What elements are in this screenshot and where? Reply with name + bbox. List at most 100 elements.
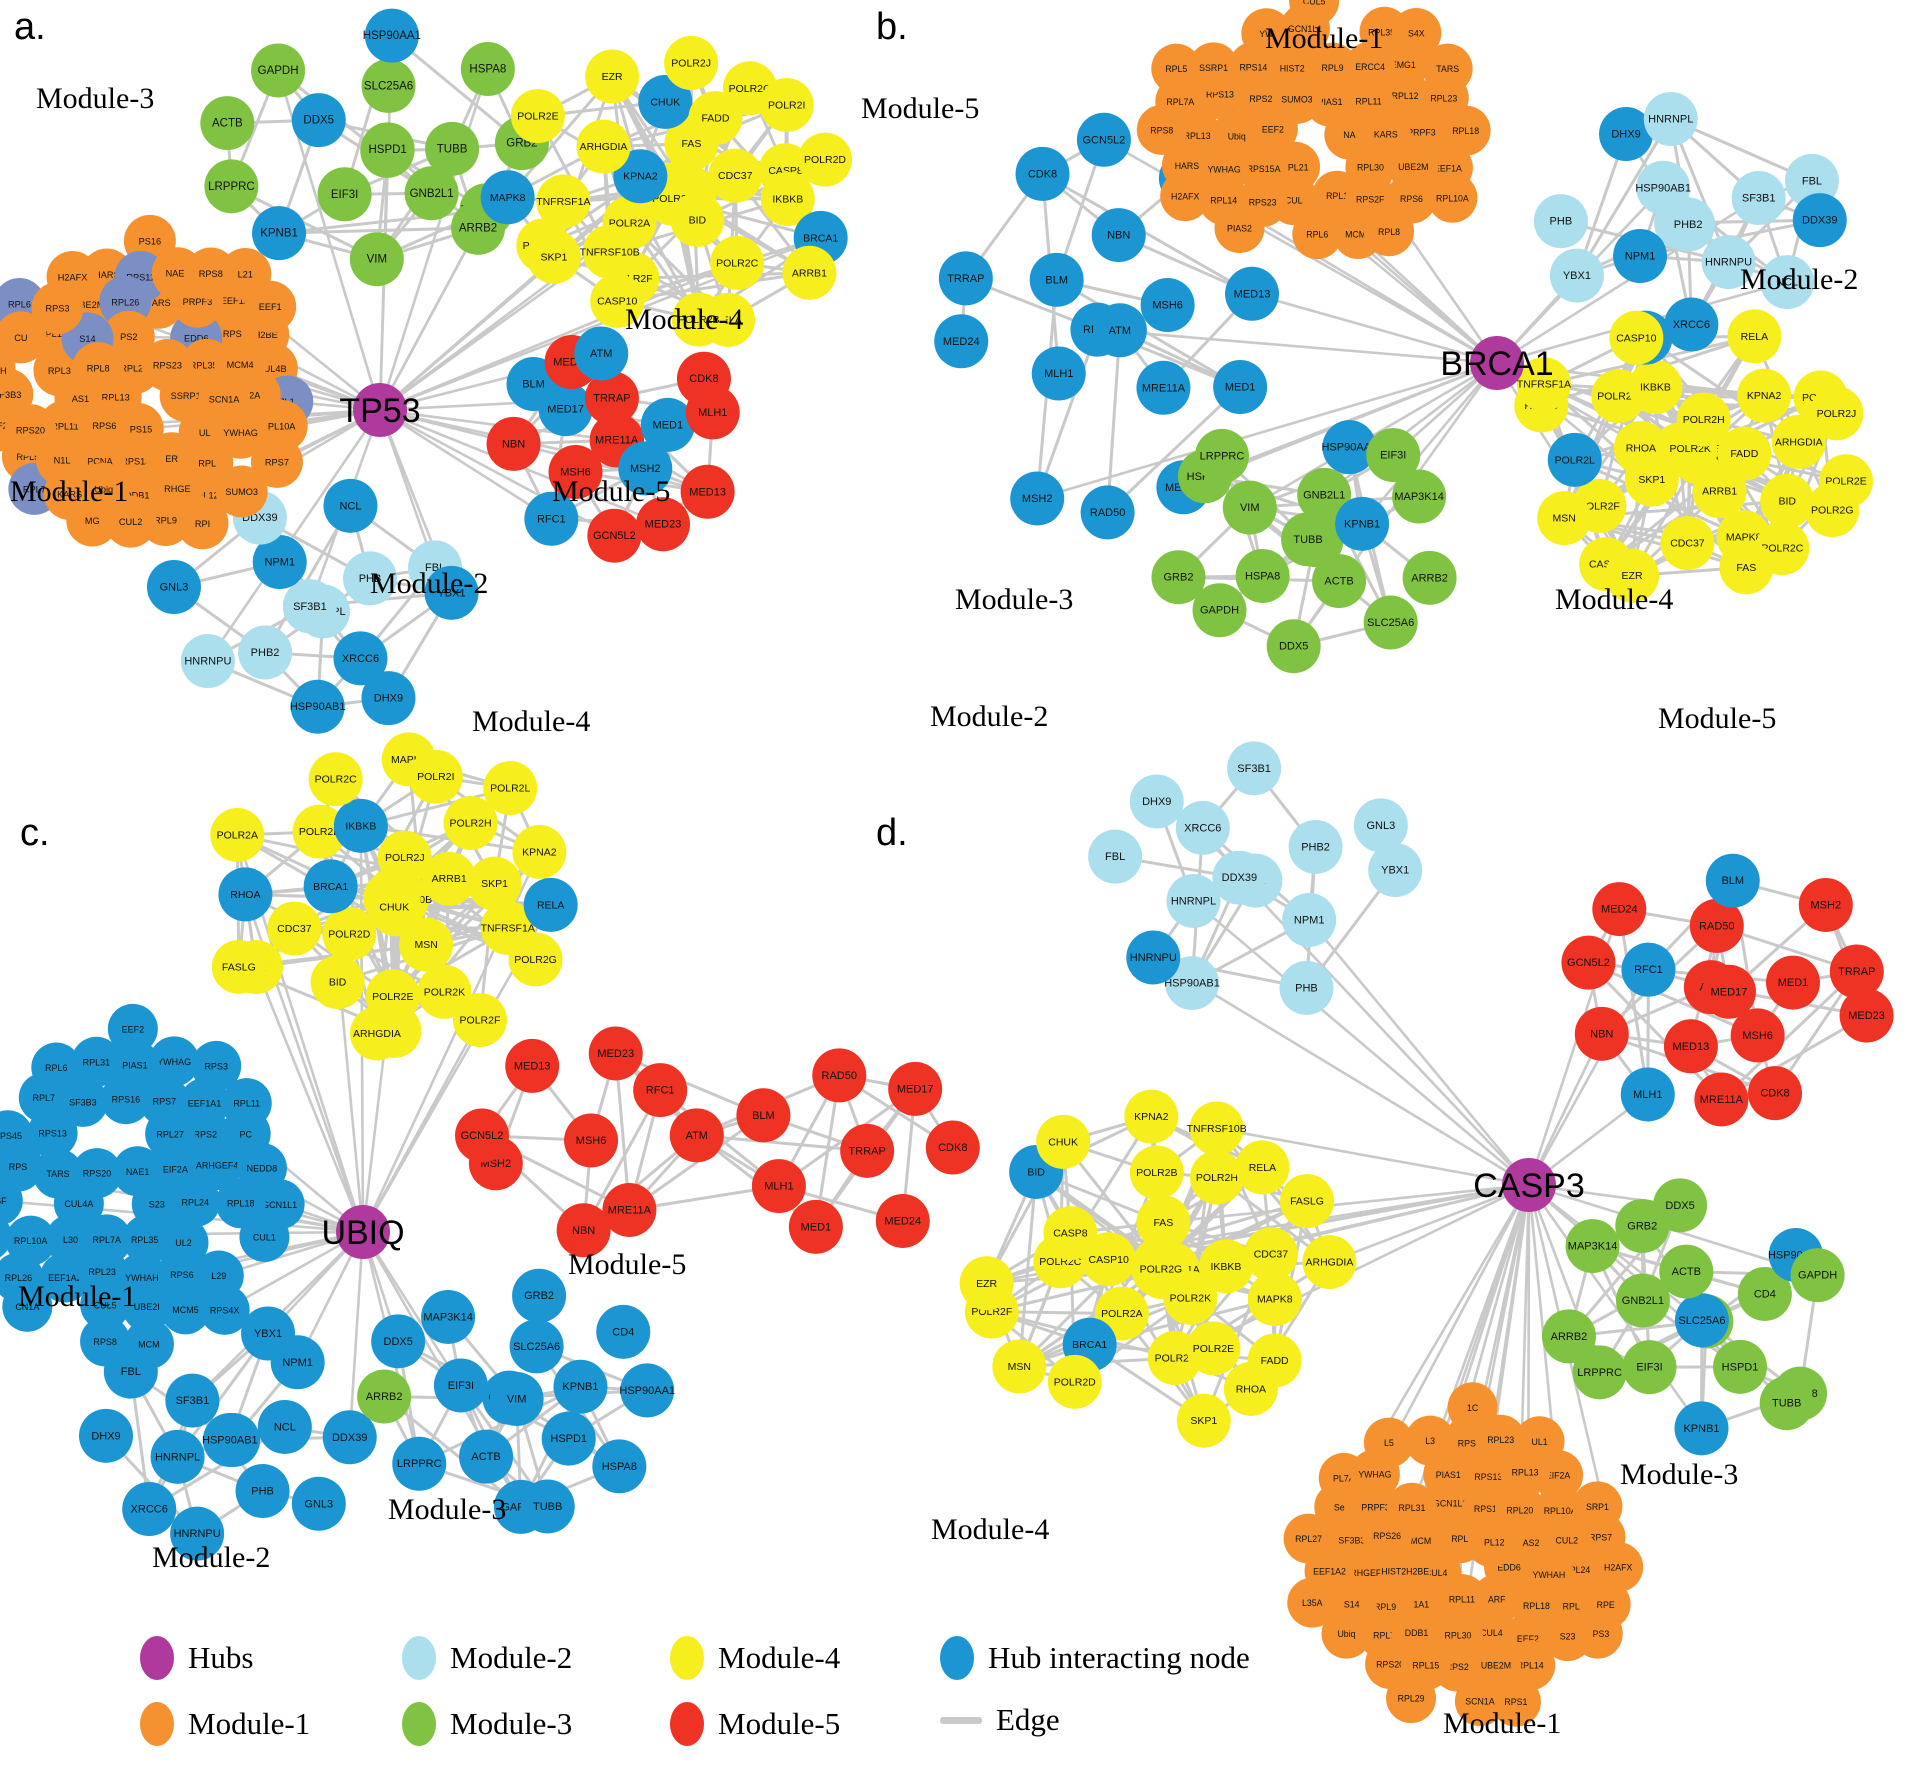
node-a-module2-ncl[interactable]: NCL [323, 478, 378, 533]
node-c-module4-rela[interactable]: RELA [523, 877, 578, 932]
node-d-module1-rpl18[interactable]: RPL18 [1511, 1580, 1562, 1631]
node-d-module1-rpl[interactable]: RPL [1434, 1513, 1485, 1564]
node-d-module4-chuk[interactable]: CHUK [1036, 1114, 1091, 1169]
node-c-module4-polr2c[interactable]: POLR2C [308, 752, 363, 807]
node-b-module5-trrap[interactable]: TRRAP [938, 251, 993, 306]
node-d-module4-faslg[interactable]: FASLG [1280, 1174, 1335, 1229]
node-a-module3-eif3i[interactable]: EIF3I [317, 167, 372, 222]
node-a-module2-dhx9[interactable]: DHX9 [361, 671, 416, 726]
node-c-module3-grb2[interactable]: GRB2 [512, 1268, 567, 1323]
node-c-module4-arhgdia[interactable]: ARHGDIA [349, 1006, 404, 1061]
node-b-module4-bid[interactable]: BID [1760, 473, 1815, 528]
node-a-module4-polr2d[interactable]: POLR2D [798, 132, 853, 187]
node-d-module4-polr2b[interactable]: POLR2B [1129, 1145, 1184, 1200]
node-b-module3-grb2[interactable]: GRB2 [1151, 550, 1206, 605]
node-a-module5-med13[interactable]: MED13 [680, 464, 735, 519]
node-c-module4-ikbkb[interactable]: IKBKB [333, 798, 388, 853]
node-b-module1-s4x[interactable]: S4X [1391, 7, 1442, 58]
node-d-module5-msh2[interactable]: MSH2 [1798, 877, 1853, 932]
node-b-module4-fas[interactable]: FAS [1719, 540, 1774, 595]
node-b-module4-rela[interactable]: RELA [1727, 309, 1782, 364]
node-d-module2-hnrnpl[interactable]: HNRNPL [1166, 873, 1221, 928]
node-d-module1-rpl13[interactable]: RPL13 [1500, 1446, 1551, 1497]
node-d-module3-gapdh[interactable]: GAPDH [1790, 1248, 1845, 1303]
node-c-module1-pc[interactable]: PC [220, 1108, 271, 1159]
node-a-module1-scn1a[interactable]: SCN1A [198, 372, 251, 425]
node-a-module3-hspd1[interactable]: HSPD1 [360, 122, 415, 177]
node-d-module4-polr2d[interactable]: POLR2D [1047, 1354, 1102, 1409]
node-b-module1-ssrp1[interactable]: SSRP1 [1188, 42, 1239, 93]
node-b-module5-mre11a[interactable]: MRE11A [1136, 360, 1191, 415]
node-a-module2-sf3b1[interactable]: SF3B1 [282, 579, 337, 634]
node-a-module4-skp1[interactable]: SKP1 [526, 229, 581, 284]
node-c-module5-blm[interactable]: BLM [736, 1088, 791, 1143]
node-b-module2-sf3b1[interactable]: SF3B1 [1731, 171, 1786, 226]
node-d-module4-rhoa[interactable]: RHOA [1223, 1361, 1278, 1416]
node-b-module5-msh2[interactable]: MSH2 [1010, 471, 1065, 526]
node-d-module3-hspd1[interactable]: HSPD1 [1713, 1339, 1768, 1394]
node-b-module4-ikbkb[interactable]: IKBKB [1628, 360, 1683, 415]
node-a-module4-bid[interactable]: BID [670, 192, 725, 247]
node-c-module4-polr2a[interactable]: POLR2A [210, 808, 265, 863]
node-a-module3-vim[interactable]: VIM [349, 232, 404, 287]
node-b-module5-gcn5l2[interactable]: GCN5L2 [1076, 112, 1131, 167]
node-c-module5-med24[interactable]: MED24 [875, 1193, 930, 1248]
node-b-module4-polr2g[interactable]: POLR2G [1805, 483, 1860, 538]
node-b-module5-med24[interactable]: MED24 [934, 314, 989, 369]
node-b-module3-hspa8[interactable]: HSPA8 [1235, 548, 1290, 603]
node-a-module1-rpl[interactable]: RPL [181, 436, 234, 489]
node-a-module5-gcn5l2[interactable]: GCN5L2 [587, 508, 642, 563]
node-a-module3-tubb[interactable]: TUBB [425, 121, 480, 176]
node-b-module5-mlh1[interactable]: MLH1 [1031, 346, 1086, 401]
node-c-module1-l29[interactable]: L29 [193, 1250, 244, 1301]
node-c-module4-cdc37[interactable]: CDC37 [267, 901, 322, 956]
node-d-module3-eif3i[interactable]: EIF3I [1622, 1340, 1677, 1395]
node-b-module5-nbn[interactable]: NBN [1091, 208, 1146, 263]
node-a-module3-hsp90aa1[interactable]: HSP90AA1 [363, 8, 421, 63]
node-b-module2-hnrnpl[interactable]: HNRNPL [1643, 91, 1698, 146]
node-a-module4-polr2c[interactable]: POLR2C [710, 235, 765, 290]
node-b-module1-ubiq[interactable]: Ubiq [1211, 110, 1262, 161]
node-d-module3-ddx5[interactable]: DDX5 [1653, 1178, 1708, 1233]
node-a-module4-ezr[interactable]: EZR [585, 49, 640, 104]
node-d-module1-l5[interactable]: L5 [1363, 1417, 1414, 1468]
node-d-module5-mre11a[interactable]: MRE11A [1694, 1072, 1749, 1127]
node-b-module4-cdc37[interactable]: CDC37 [1660, 516, 1715, 571]
node-a-module1-rps3[interactable]: RPS3 [31, 282, 84, 335]
node-a-module3-ddx5[interactable]: DDX5 [291, 93, 346, 148]
node-c-module4-faslg[interactable]: FASLG [211, 939, 266, 994]
node-c-module2-phb[interactable]: PHB [235, 1464, 290, 1519]
node-a-module1-rpl8[interactable]: RPL8 [72, 342, 125, 395]
node-d-module5-cdk8[interactable]: CDK8 [1747, 1066, 1802, 1121]
node-c-module3-hspa8[interactable]: HSPA8 [592, 1439, 647, 1494]
node-a-module3-slc25a6[interactable]: SLC25A6 [361, 58, 416, 113]
node-a-module4-polr2j[interactable]: POLR2J [664, 36, 719, 91]
node-c-module3-lrpprc[interactable]: LRPPRC [392, 1436, 447, 1491]
node-d-module1-s14[interactable]: S14 [1326, 1578, 1377, 1629]
node-b-module1-rpl8[interactable]: RPL8 [1364, 206, 1415, 257]
node-d-module5-med24[interactable]: MED24 [1592, 882, 1647, 937]
node-a-module1-rps8[interactable]: RPS8 [184, 247, 237, 300]
node-c-module4-polr2i[interactable]: POLR2I [408, 749, 463, 804]
node-d-module1-rpl31[interactable]: RPL31 [1386, 1482, 1437, 1533]
node-c-module4-bid[interactable]: BID [310, 955, 365, 1010]
node-c-module3-tubb[interactable]: TUBB [520, 1479, 575, 1534]
node-b-module5-cdk8[interactable]: CDK8 [1015, 146, 1070, 201]
node-b-module4-msn[interactable]: MSN [1537, 491, 1592, 546]
node-a-module5-mlh1[interactable]: MLH1 [685, 385, 740, 440]
node-d-module1-h2afx[interactable]: H2AFX [1593, 1542, 1644, 1593]
node-d-module2-fbl[interactable]: FBL [1088, 829, 1143, 884]
node-c-module2-hnrnpl[interactable]: HNRNPL [150, 1429, 205, 1484]
node-b-module2-ddx39[interactable]: DDX39 [1792, 193, 1847, 248]
node-b-module5-med1[interactable]: MED1 [1213, 360, 1268, 415]
node-b-module3-lrpprc[interactable]: LRPPRC [1194, 428, 1249, 483]
node-d-module5-mlh1[interactable]: MLH1 [1620, 1067, 1675, 1122]
node-c-module3-hspd1[interactable]: HSPD1 [541, 1411, 596, 1466]
node-d-module4-ezr[interactable]: EZR [959, 1256, 1014, 1311]
node-b-module2-phb[interactable]: PHB [1533, 194, 1588, 249]
node-d-module4-arhgdia[interactable]: ARHGDIA [1302, 1235, 1357, 1290]
node-d-module3-arrb2[interactable]: ARRB2 [1541, 1309, 1596, 1364]
node-b-module4-kpna2[interactable]: KPNA2 [1737, 368, 1792, 423]
node-a-module2-gnl3[interactable]: GNL3 [146, 559, 201, 614]
node-d-module5-rfc1[interactable]: RFC1 [1621, 942, 1676, 997]
